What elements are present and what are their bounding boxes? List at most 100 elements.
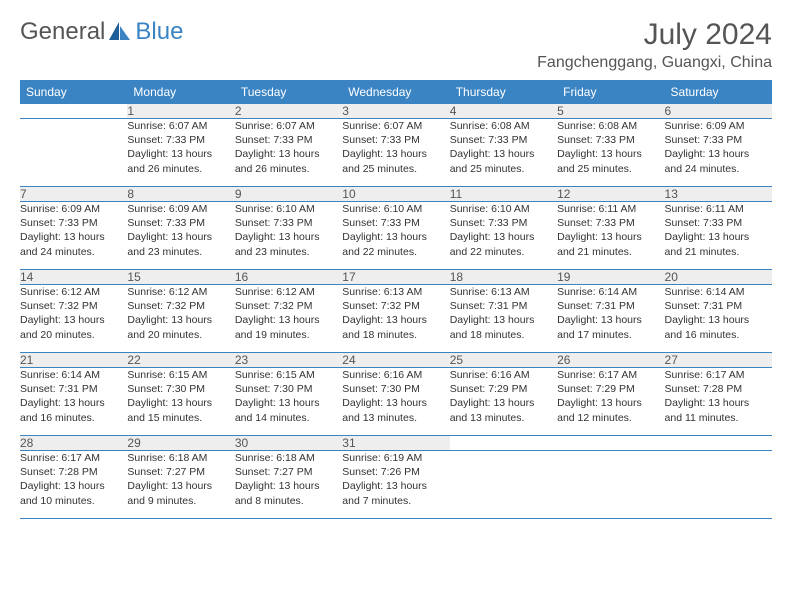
day-detail-cell xyxy=(665,451,772,519)
sun-info-line: and 22 minutes. xyxy=(450,245,557,259)
day-number-cell: 18 xyxy=(450,270,557,285)
sun-info-line: Daylight: 13 hours xyxy=(450,230,557,244)
sun-info-line: and 20 minutes. xyxy=(127,328,234,342)
sun-info-line: Sunrise: 6:17 AM xyxy=(20,451,127,465)
day-detail-cell: Sunrise: 6:08 AMSunset: 7:33 PMDaylight:… xyxy=(557,119,664,187)
header: General Blue July 2024 Fangchenggang, Gu… xyxy=(20,18,772,72)
day-detail-cell xyxy=(20,119,127,187)
sun-info-line: Sunrise: 6:08 AM xyxy=(450,119,557,133)
sun-info-line: and 14 minutes. xyxy=(235,411,342,425)
sun-info-line: Sunrise: 6:07 AM xyxy=(127,119,234,133)
sun-info-line: Daylight: 13 hours xyxy=(342,147,449,161)
day-number-cell: 24 xyxy=(342,353,449,368)
sun-info-line: Daylight: 13 hours xyxy=(235,230,342,244)
sun-info-line: Sunrise: 6:16 AM xyxy=(342,368,449,382)
sun-info-line: Daylight: 13 hours xyxy=(557,396,664,410)
day-detail-row: Sunrise: 6:14 AMSunset: 7:31 PMDaylight:… xyxy=(20,368,772,436)
sun-info-line: Sunset: 7:28 PM xyxy=(20,465,127,479)
day-number-cell: 14 xyxy=(20,270,127,285)
day-detail-cell: Sunrise: 6:14 AMSunset: 7:31 PMDaylight:… xyxy=(665,285,772,353)
day-number-cell: 15 xyxy=(127,270,234,285)
title-block: July 2024 Fangchenggang, Guangxi, China xyxy=(537,18,772,72)
sun-info-line: Sunset: 7:33 PM xyxy=(127,216,234,230)
sun-info-line: Sunset: 7:30 PM xyxy=(127,382,234,396)
sun-info-line: Sunrise: 6:10 AM xyxy=(342,202,449,216)
sun-info-line: and 25 minutes. xyxy=(342,162,449,176)
calendar-table: Sunday Monday Tuesday Wednesday Thursday… xyxy=(20,80,772,519)
sun-info-line: and 13 minutes. xyxy=(342,411,449,425)
day-detail-cell: Sunrise: 6:16 AMSunset: 7:29 PMDaylight:… xyxy=(450,368,557,436)
day-detail-cell: Sunrise: 6:07 AMSunset: 7:33 PMDaylight:… xyxy=(127,119,234,187)
day-number-cell: 1 xyxy=(127,104,234,119)
sun-info-line: and 23 minutes. xyxy=(127,245,234,259)
sun-info-line: Daylight: 13 hours xyxy=(127,147,234,161)
day-number-cell: 29 xyxy=(127,436,234,451)
day-number-cell: 25 xyxy=(450,353,557,368)
sun-info-line: and 9 minutes. xyxy=(127,494,234,508)
sun-info-line: Sunset: 7:30 PM xyxy=(342,382,449,396)
day-number-cell xyxy=(557,436,664,451)
sun-info-line: Sunset: 7:33 PM xyxy=(342,216,449,230)
sun-info-line: and 16 minutes. xyxy=(20,411,127,425)
day-number-cell: 11 xyxy=(450,187,557,202)
day-detail-cell: Sunrise: 6:15 AMSunset: 7:30 PMDaylight:… xyxy=(127,368,234,436)
day-number-cell: 9 xyxy=(235,187,342,202)
sun-info-line: Sunset: 7:28 PM xyxy=(665,382,772,396)
sun-info-line: and 22 minutes. xyxy=(342,245,449,259)
day-number-row: 123456 xyxy=(20,104,772,119)
sun-info-line: Sunrise: 6:10 AM xyxy=(235,202,342,216)
sun-info-line: Daylight: 13 hours xyxy=(665,230,772,244)
sun-info-line: and 12 minutes. xyxy=(557,411,664,425)
day-detail-cell: Sunrise: 6:08 AMSunset: 7:33 PMDaylight:… xyxy=(450,119,557,187)
sun-info-line: Sunrise: 6:12 AM xyxy=(235,285,342,299)
sun-info-line: Sunrise: 6:12 AM xyxy=(20,285,127,299)
sun-info-line: and 15 minutes. xyxy=(127,411,234,425)
sun-info-line: Sunset: 7:26 PM xyxy=(342,465,449,479)
sun-info-line: Sunrise: 6:11 AM xyxy=(665,202,772,216)
sun-info-line: Daylight: 13 hours xyxy=(557,147,664,161)
sun-info-line: Sunrise: 6:07 AM xyxy=(235,119,342,133)
sun-info-line: Sunset: 7:33 PM xyxy=(235,133,342,147)
sun-info-line: Sunset: 7:31 PM xyxy=(20,382,127,396)
sun-info-line: Sunset: 7:31 PM xyxy=(665,299,772,313)
sun-info-line: and 19 minutes. xyxy=(235,328,342,342)
day-number-cell: 20 xyxy=(665,270,772,285)
day-number-row: 14151617181920 xyxy=(20,270,772,285)
day-number-cell: 6 xyxy=(665,104,772,119)
day-detail-cell: Sunrise: 6:19 AMSunset: 7:26 PMDaylight:… xyxy=(342,451,449,519)
sun-info-line: Daylight: 13 hours xyxy=(450,147,557,161)
day-detail-cell: Sunrise: 6:10 AMSunset: 7:33 PMDaylight:… xyxy=(235,202,342,270)
sun-info-line: Sunset: 7:32 PM xyxy=(20,299,127,313)
day-number-cell: 13 xyxy=(665,187,772,202)
sun-info-line: Daylight: 13 hours xyxy=(20,479,127,493)
day-detail-row: Sunrise: 6:07 AMSunset: 7:33 PMDaylight:… xyxy=(20,119,772,187)
sun-info-line: and 26 minutes. xyxy=(235,162,342,176)
sun-info-line: Daylight: 13 hours xyxy=(665,313,772,327)
sun-info-line: and 24 minutes. xyxy=(20,245,127,259)
day-detail-cell: Sunrise: 6:09 AMSunset: 7:33 PMDaylight:… xyxy=(665,119,772,187)
day-number-cell: 3 xyxy=(342,104,449,119)
sun-info-line: and 10 minutes. xyxy=(20,494,127,508)
day-number-cell xyxy=(20,104,127,119)
day-detail-cell: Sunrise: 6:07 AMSunset: 7:33 PMDaylight:… xyxy=(342,119,449,187)
day-detail-cell: Sunrise: 6:12 AMSunset: 7:32 PMDaylight:… xyxy=(20,285,127,353)
sun-info-line: and 21 minutes. xyxy=(557,245,664,259)
day-detail-cell: Sunrise: 6:12 AMSunset: 7:32 PMDaylight:… xyxy=(127,285,234,353)
day-detail-cell: Sunrise: 6:18 AMSunset: 7:27 PMDaylight:… xyxy=(235,451,342,519)
sun-info-line: Daylight: 13 hours xyxy=(665,147,772,161)
day-detail-row: Sunrise: 6:12 AMSunset: 7:32 PMDaylight:… xyxy=(20,285,772,353)
sun-info-line: Daylight: 13 hours xyxy=(20,396,127,410)
sun-info-line: Sunset: 7:30 PM xyxy=(235,382,342,396)
day-number-cell xyxy=(450,436,557,451)
sun-info-line: Sunset: 7:31 PM xyxy=(450,299,557,313)
day-number-cell: 2 xyxy=(235,104,342,119)
sun-info-line: Sunrise: 6:17 AM xyxy=(557,368,664,382)
day-detail-cell: Sunrise: 6:18 AMSunset: 7:27 PMDaylight:… xyxy=(127,451,234,519)
sun-info-line: Sunset: 7:31 PM xyxy=(557,299,664,313)
sun-info-line: Sunset: 7:32 PM xyxy=(235,299,342,313)
sun-info-line: and 25 minutes. xyxy=(557,162,664,176)
weekday-header: Saturday xyxy=(665,80,772,104)
day-detail-cell xyxy=(450,451,557,519)
day-detail-cell: Sunrise: 6:17 AMSunset: 7:28 PMDaylight:… xyxy=(665,368,772,436)
sun-info-line: Sunset: 7:33 PM xyxy=(20,216,127,230)
